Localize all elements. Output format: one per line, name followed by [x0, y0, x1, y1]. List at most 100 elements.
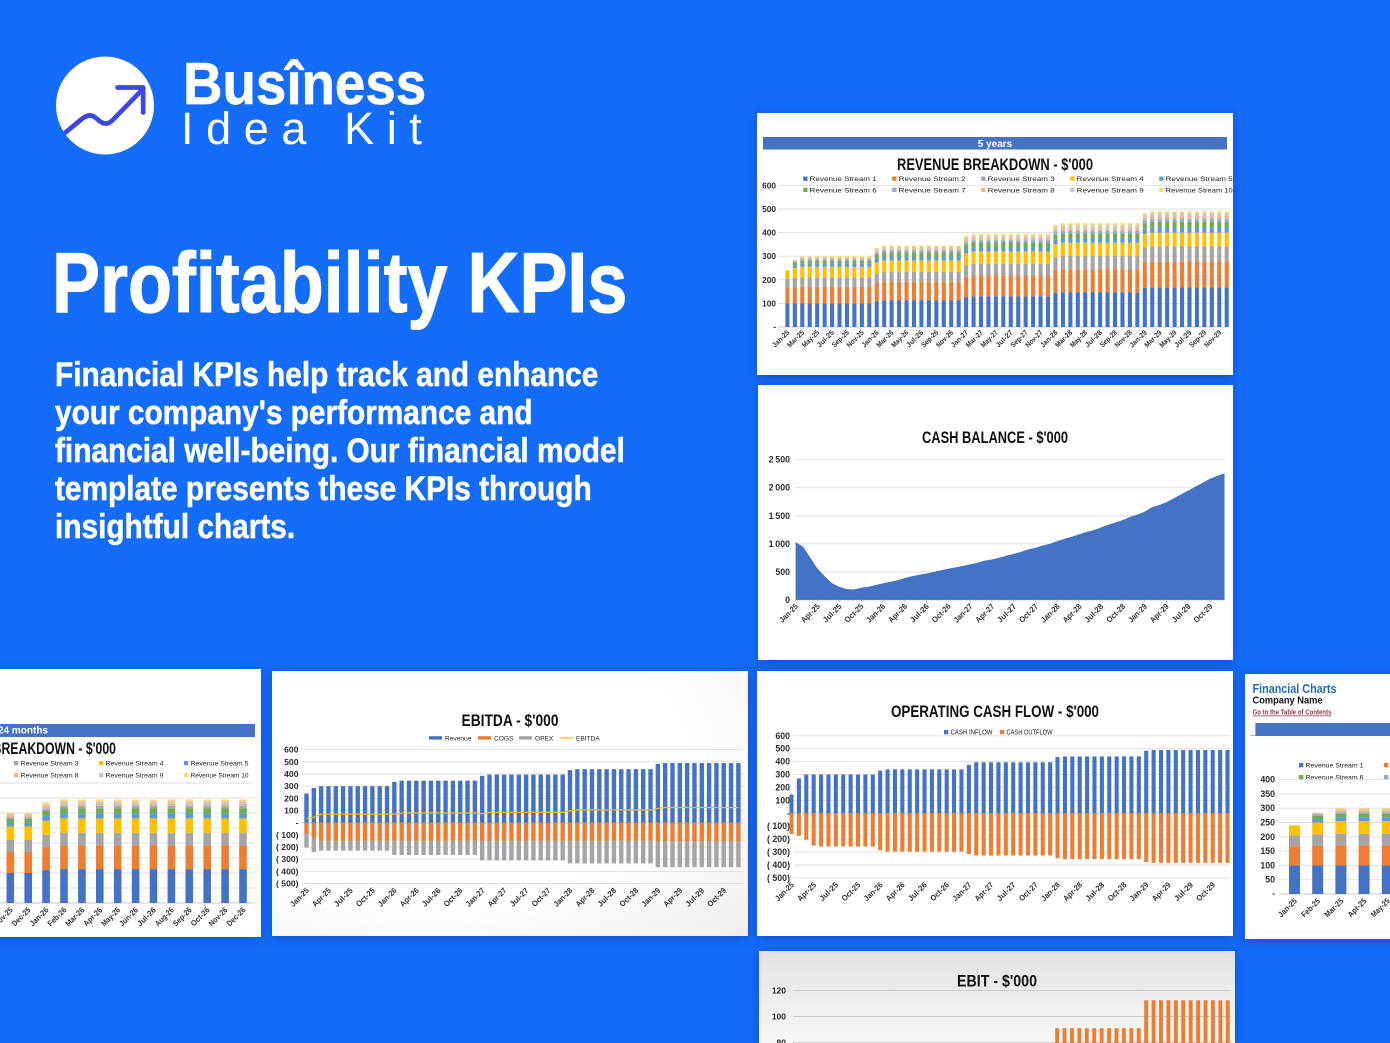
- svg-text:Oct-28: Oct-28: [1105, 602, 1128, 625]
- svg-text:-: -: [787, 808, 790, 818]
- svg-text:Revenue Stream 5: Revenue Stream 5: [1166, 176, 1233, 183]
- svg-text:Revenue Stream 9: Revenue Stream 9: [106, 773, 164, 780]
- svg-text:Oct-27: Oct-27: [1017, 602, 1040, 625]
- svg-text:( 400): ( 400): [276, 866, 299, 876]
- svg-text:500: 500: [284, 757, 299, 767]
- svg-text:400: 400: [1260, 775, 1275, 785]
- svg-text:( 100): ( 100): [767, 821, 790, 831]
- svg-text:Jan-29: Jan-29: [1126, 602, 1149, 625]
- svg-text:Jan-28: Jan-28: [552, 886, 575, 909]
- svg-text:300: 300: [1260, 803, 1275, 813]
- svg-text:EBITDA: EBITDA: [576, 736, 600, 743]
- svg-text:Revenue: Revenue: [445, 736, 472, 743]
- svg-text:600: 600: [775, 731, 790, 741]
- svg-text:Jul-29: Jul-29: [1172, 880, 1195, 903]
- svg-text:100: 100: [1260, 860, 1275, 870]
- svg-text:0: 0: [785, 595, 790, 605]
- svg-text:Revenue Stream 6: Revenue Stream 6: [810, 187, 877, 194]
- svg-text:400: 400: [762, 228, 776, 238]
- svg-text:Revenue Stream 4: Revenue Stream 4: [1077, 176, 1144, 183]
- svg-text:600: 600: [284, 745, 299, 755]
- svg-text:EBITDA - $'000: EBITDA - $'000: [462, 711, 559, 730]
- svg-text:Jan-26: Jan-26: [376, 886, 399, 909]
- svg-text:Jul-25: Jul-25: [821, 602, 844, 625]
- svg-text:100: 100: [775, 795, 790, 805]
- svg-text:200: 200: [762, 275, 776, 285]
- svg-text:( 400): ( 400): [767, 860, 790, 870]
- svg-text:Oct-26: Oct-26: [442, 886, 465, 909]
- svg-text:( 500): ( 500): [767, 873, 790, 883]
- svg-text:Oct-28: Oct-28: [1106, 880, 1129, 903]
- svg-text:1 000: 1 000: [769, 539, 790, 549]
- svg-text:-: -: [1272, 889, 1275, 899]
- svg-text:Oct-26: Oct-26: [928, 880, 951, 903]
- svg-text:( 500): ( 500): [276, 879, 299, 889]
- svg-text:Revenue Stream 7: Revenue Stream 7: [899, 187, 966, 194]
- svg-text:-: -: [296, 818, 299, 828]
- svg-text:Apr-25: Apr-25: [795, 880, 818, 903]
- svg-text:Oct-25: Oct-25: [840, 880, 863, 903]
- svg-text:-: -: [773, 322, 776, 332]
- svg-text:( 200): ( 200): [767, 834, 790, 844]
- svg-text:80: 80: [777, 1038, 787, 1043]
- svg-text:Jul-27: Jul-27: [508, 886, 531, 909]
- svg-text:400: 400: [284, 769, 299, 779]
- svg-text:300: 300: [762, 251, 776, 261]
- svg-text:Jul-27: Jul-27: [995, 880, 1018, 903]
- svg-text:300: 300: [775, 770, 790, 780]
- svg-text:300: 300: [284, 781, 299, 791]
- svg-text:1 500: 1 500: [769, 511, 790, 521]
- svg-text:2 000: 2 000: [769, 483, 790, 493]
- svg-text:Oct-29: Oct-29: [1192, 602, 1215, 625]
- svg-text:120: 120: [772, 986, 786, 996]
- svg-text:Jan-25: Jan-25: [288, 886, 311, 909]
- svg-text:Jan-25: Jan-25: [773, 880, 796, 903]
- svg-text:CASH OUTFLOW: CASH OUTFLOW: [1007, 730, 1053, 737]
- svg-text:Jan-27: Jan-27: [952, 602, 975, 625]
- svg-text:Revenue Stream 10: Revenue Stream 10: [1166, 187, 1233, 194]
- svg-text:Jul-25: Jul-25: [818, 880, 841, 903]
- svg-text:Oct-28: Oct-28: [618, 886, 641, 909]
- svg-text:Apr-26: Apr-26: [886, 602, 909, 625]
- svg-text:Financial Charts: Financial Charts: [1253, 681, 1337, 696]
- svg-text:Jan-27: Jan-27: [951, 880, 974, 903]
- svg-text:CASH INFLOW: CASH INFLOW: [951, 730, 993, 737]
- svg-text:Jan-28: Jan-28: [1039, 602, 1062, 625]
- svg-text:Revenue Stream 1: Revenue Stream 1: [810, 176, 877, 183]
- svg-text:Revenue Stream 2: Revenue Stream 2: [899, 176, 966, 183]
- svg-text:Apr-26: Apr-26: [884, 880, 907, 903]
- svg-text:Go to the Table of Contents: Go to the Table of Contents: [1253, 708, 1332, 717]
- svg-text:May-25: May-25: [1369, 896, 1390, 919]
- svg-text:COGS: COGS: [494, 736, 514, 743]
- svg-text:REVENUE BREAKDOWN - $'000: REVENUE BREAKDOWN - $'000: [0, 740, 116, 758]
- svg-text:Jan-29: Jan-29: [640, 886, 663, 909]
- svg-text:Apr-27: Apr-27: [973, 880, 996, 903]
- svg-text:Feb-25: Feb-25: [1299, 896, 1322, 919]
- svg-text:Jul-26: Jul-26: [420, 886, 443, 909]
- svg-text:Apr-28: Apr-28: [574, 886, 597, 909]
- svg-text:500: 500: [762, 204, 776, 214]
- svg-text:500: 500: [775, 567, 790, 577]
- svg-text:Jan-26: Jan-26: [865, 602, 888, 625]
- svg-text:200: 200: [1260, 832, 1275, 842]
- svg-text:250: 250: [1260, 818, 1275, 828]
- svg-text:2 500: 2 500: [769, 455, 790, 465]
- svg-text:Oct-27: Oct-27: [1017, 880, 1040, 903]
- svg-text:Apr-29: Apr-29: [1150, 880, 1173, 903]
- svg-text:Apr-28: Apr-28: [1061, 602, 1084, 625]
- svg-text:Jan-25: Jan-25: [1276, 896, 1299, 919]
- svg-text:Jul-25: Jul-25: [332, 886, 355, 909]
- svg-text:Jul-26: Jul-26: [908, 602, 931, 625]
- svg-text:Oct-26: Oct-26: [930, 602, 953, 625]
- svg-text:( 100): ( 100): [276, 830, 299, 840]
- svg-text:Dec-26: Dec-26: [225, 905, 248, 928]
- svg-text:Jan-29: Jan-29: [1128, 880, 1151, 903]
- svg-text:Oct-27: Oct-27: [530, 886, 553, 909]
- svg-text:OPEX: OPEX: [535, 736, 554, 743]
- svg-text:200: 200: [284, 793, 299, 803]
- svg-text:Jul-28: Jul-28: [1084, 880, 1107, 903]
- svg-text:Jan-26: Jan-26: [862, 880, 885, 903]
- svg-text:Revenue Stream 8: Revenue Stream 8: [21, 773, 79, 780]
- svg-text:Jul-27: Jul-27: [995, 602, 1018, 625]
- svg-text:Revenue Stream 10: Revenue Stream 10: [191, 773, 249, 780]
